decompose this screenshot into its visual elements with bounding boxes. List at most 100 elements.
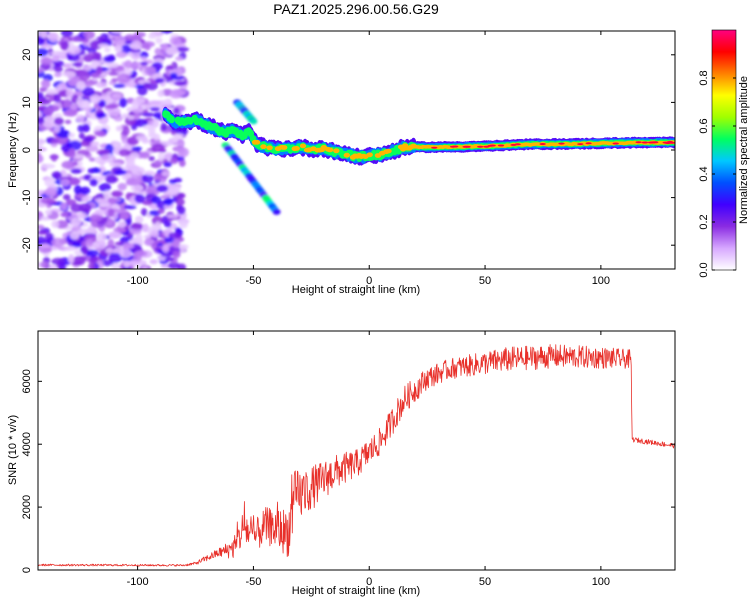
noise-blob xyxy=(41,163,56,169)
noise-blob xyxy=(173,80,187,86)
spectrogram-plot-area xyxy=(38,31,675,269)
noise-blob xyxy=(55,60,65,67)
noise-blob xyxy=(74,184,82,195)
ridge-segment xyxy=(293,146,300,151)
noise-blob xyxy=(142,125,156,130)
spectral-ridge xyxy=(162,106,675,166)
noise-blob xyxy=(113,115,123,122)
noise-blob xyxy=(38,67,44,73)
noise-blob xyxy=(51,154,58,162)
noise-blob xyxy=(89,214,103,223)
noise-blob xyxy=(156,184,169,193)
noise-blob xyxy=(70,104,78,110)
noise-blob xyxy=(88,262,95,269)
noise-blob xyxy=(41,197,55,205)
noise-blob xyxy=(148,33,157,39)
noise-blob xyxy=(179,220,188,229)
noise-blob xyxy=(111,141,122,149)
noise-blob xyxy=(44,115,55,122)
noise-blob xyxy=(113,83,126,88)
noise-blob xyxy=(77,228,91,235)
ridge-segment xyxy=(299,143,307,149)
ridge-segment xyxy=(452,145,459,148)
noise-blob xyxy=(70,94,79,104)
noise-blob xyxy=(134,250,148,257)
colorbar-label: Normalized spectral amplitude xyxy=(738,76,750,224)
noise-blob xyxy=(50,50,64,56)
noise-blob xyxy=(164,220,172,228)
ridge-segment xyxy=(477,145,484,148)
noise-blob xyxy=(123,260,131,269)
colorbar-tick-label: 0.8 xyxy=(698,70,710,85)
noise-blob xyxy=(172,239,180,249)
ridge-segment xyxy=(539,143,546,145)
noise-blob xyxy=(85,239,94,247)
noise-blob xyxy=(168,262,180,269)
noise-blob xyxy=(64,119,72,125)
ridge-segment xyxy=(585,142,592,145)
noise-blob xyxy=(134,194,146,204)
noise-blob xyxy=(137,260,147,266)
noise-blob xyxy=(119,236,130,243)
noise-blob xyxy=(162,244,170,253)
noise-blob xyxy=(83,136,95,142)
noise-blob xyxy=(82,87,95,97)
noise-blob xyxy=(79,186,91,195)
noise-blob xyxy=(177,138,185,149)
x-tick-label: -50 xyxy=(245,576,261,588)
noise-blob xyxy=(61,160,76,169)
noise-blob xyxy=(79,71,91,81)
noise-blob xyxy=(130,152,140,160)
noise-blob xyxy=(53,124,61,133)
noise-blob xyxy=(70,168,82,174)
noise-blob xyxy=(72,255,86,266)
noise-blob xyxy=(42,107,54,117)
noise-blob xyxy=(105,217,114,226)
noise-blob xyxy=(85,145,99,152)
noise-blob xyxy=(133,113,141,119)
noise-blob xyxy=(149,259,158,265)
noise-blob xyxy=(133,97,146,105)
noise-blob xyxy=(155,37,163,44)
noise-blob xyxy=(131,146,143,151)
noise-blob xyxy=(83,31,95,40)
noise-blob xyxy=(82,123,90,133)
noise-blob xyxy=(153,112,162,120)
snr-plot-area xyxy=(38,344,675,567)
noise-blob xyxy=(140,56,147,61)
noise-blob xyxy=(105,175,118,184)
ridge-segment xyxy=(635,141,642,144)
y-tick-label: 20 xyxy=(21,49,33,61)
noise-blob xyxy=(174,227,182,233)
noise-blob xyxy=(97,99,107,108)
ridge-segment xyxy=(489,144,496,147)
noise-blob xyxy=(68,36,83,42)
noise-blob xyxy=(38,111,43,118)
noise-blob xyxy=(147,100,162,105)
noise-blob xyxy=(62,71,76,77)
noise-blob xyxy=(140,104,153,109)
noise-blob xyxy=(67,53,80,62)
noise-blob xyxy=(153,172,163,182)
noise-blob xyxy=(66,88,74,98)
noise-blob xyxy=(82,65,92,72)
noise-blob xyxy=(53,72,62,78)
noise-blob xyxy=(38,147,47,152)
noise-blob xyxy=(41,79,51,89)
noise-blob xyxy=(143,238,155,246)
x-tick-label: 0 xyxy=(366,275,372,287)
noise-blob xyxy=(44,209,53,216)
y-tick-label: 6000 xyxy=(21,369,33,393)
noise-blob xyxy=(97,240,107,250)
colorbar: 0.0 0.2 0.4 0.6 0.8 Normalized spectral ampl… xyxy=(698,29,750,278)
noise-blob xyxy=(68,132,75,138)
noise-blob xyxy=(129,227,142,235)
noise-blob xyxy=(102,96,111,102)
noise-blob xyxy=(63,110,78,117)
colorbar-ticks: 0.0 0.2 0.4 0.6 0.8 xyxy=(698,70,736,278)
noise-blob xyxy=(78,132,85,140)
x-tick-label: -100 xyxy=(127,275,149,287)
noise-blob xyxy=(105,248,114,254)
noise-blob xyxy=(81,38,90,43)
